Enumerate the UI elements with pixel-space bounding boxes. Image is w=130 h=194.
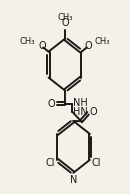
Text: O: O: [89, 107, 97, 117]
Text: O: O: [84, 41, 92, 51]
Text: O: O: [47, 99, 55, 109]
Text: N: N: [70, 175, 77, 185]
Text: CH₃: CH₃: [95, 37, 110, 46]
Text: O: O: [38, 41, 46, 51]
Text: CH₃: CH₃: [57, 13, 73, 22]
Text: Cl: Cl: [91, 158, 101, 168]
Text: CH₃: CH₃: [20, 37, 35, 46]
Text: Cl: Cl: [46, 158, 55, 168]
Text: O: O: [61, 18, 69, 28]
Text: NH: NH: [73, 98, 88, 108]
Text: HN: HN: [73, 107, 88, 117]
